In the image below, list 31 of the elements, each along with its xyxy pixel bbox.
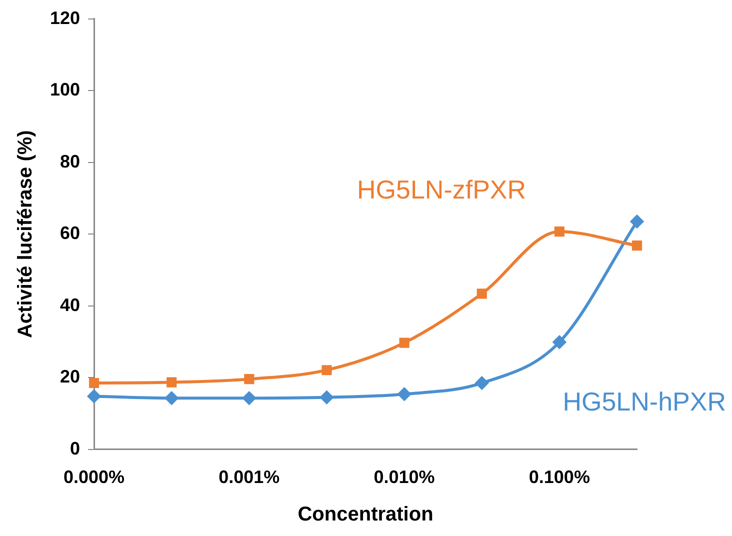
series-label: HG5LN-hPXR	[562, 386, 726, 417]
point	[165, 392, 178, 405]
x-tick-label: 0.010%	[374, 467, 435, 488]
y-tick-label: 120	[50, 8, 80, 28]
point	[88, 378, 100, 388]
series-label: HG5LN-zfPXR	[357, 174, 526, 205]
x-axis-title: Concentration	[298, 504, 434, 526]
y-tick-label: 100	[50, 80, 80, 100]
point	[320, 390, 334, 404]
x-tick-label: 0.000%	[64, 467, 125, 488]
point	[88, 390, 101, 403]
x-tick-label: 0.100%	[528, 467, 590, 488]
point	[476, 288, 487, 299]
point	[322, 365, 332, 376]
point	[244, 374, 254, 384]
point	[475, 376, 488, 390]
point	[552, 336, 566, 349]
x-tick-label: 0.001%	[218, 467, 280, 488]
y-tick-label: 0	[70, 438, 80, 458]
point	[554, 226, 564, 237]
y-tick-label: 40	[60, 294, 80, 315]
point	[632, 240, 642, 251]
y-tick-label: 20	[60, 366, 80, 387]
point	[399, 338, 410, 348]
y-tick-label: 60	[60, 223, 80, 244]
point	[166, 377, 177, 388]
point	[398, 388, 411, 401]
y-axis-title: Activité luciférase (%)	[14, 130, 37, 338]
point	[630, 215, 644, 228]
point	[242, 392, 256, 405]
y-tick-label: 80	[60, 151, 80, 172]
